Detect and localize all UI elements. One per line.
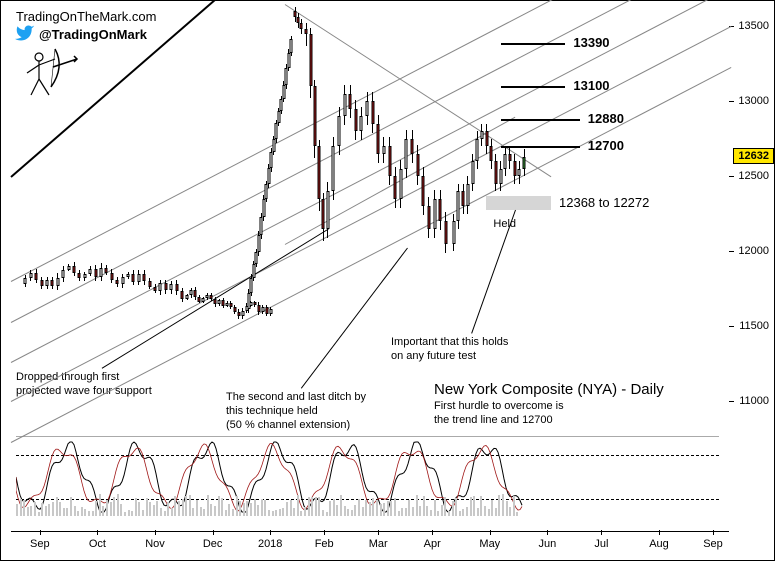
x-tick-label: Aug [649, 538, 669, 550]
y-tick-label: 12000 [738, 245, 769, 257]
x-tick-label: Dec [203, 538, 223, 550]
price-level-label: 13390 [573, 35, 609, 50]
x-tick-label: Jul [594, 538, 608, 550]
current-price-tag: 12632 [733, 148, 774, 164]
chart-title: New York Composite (NYA) - Daily [434, 381, 714, 400]
chart-subtitle-1: First hurdle to overcome is [434, 400, 714, 414]
x-tick-label: May [479, 538, 500, 550]
y-tick-label: 12500 [738, 170, 769, 182]
x-tick-label: 2018 [258, 538, 282, 550]
price-level-label: 13100 [573, 78, 609, 93]
annotation-important: Important that this holds on any future … [391, 336, 508, 364]
price-level-label: 12700 [588, 138, 624, 153]
x-tick-label: Apr [424, 538, 441, 550]
support-range-label: 12368 to 12272 [559, 195, 649, 210]
y-tick-label: 11500 [739, 320, 769, 332]
x-axis-baseline [11, 531, 729, 532]
chart-title-block: New York Composite (NYA) - Daily First h… [434, 381, 714, 427]
x-tick-label: Sep [703, 538, 723, 550]
indicator-panel [16, 436, 719, 516]
annotation-second-ditch: The second and last ditch by this techni… [226, 391, 366, 432]
x-tick-label: Oct [89, 538, 106, 550]
held-label: Held [493, 218, 516, 232]
x-tick-label: Mar [369, 538, 388, 550]
x-tick-label: Nov [145, 538, 165, 550]
y-tick-label: 13000 [738, 95, 769, 107]
x-tick-label: Jun [539, 538, 557, 550]
x-tick-label: Feb [315, 538, 334, 550]
x-tick-label: Sep [30, 538, 50, 550]
y-tick-label: 13500 [738, 20, 769, 32]
chart-container: TradingOnTheMark.com @TradingOnMark 1263… [0, 0, 775, 561]
annotation-dropped: Dropped through first projected wave fou… [16, 371, 152, 399]
chart-subtitle-2: the trend line and 12700 [434, 414, 714, 428]
price-level-label: 12880 [588, 111, 624, 126]
y-tick-label: 11000 [739, 395, 769, 407]
support-zone-box [486, 196, 551, 210]
